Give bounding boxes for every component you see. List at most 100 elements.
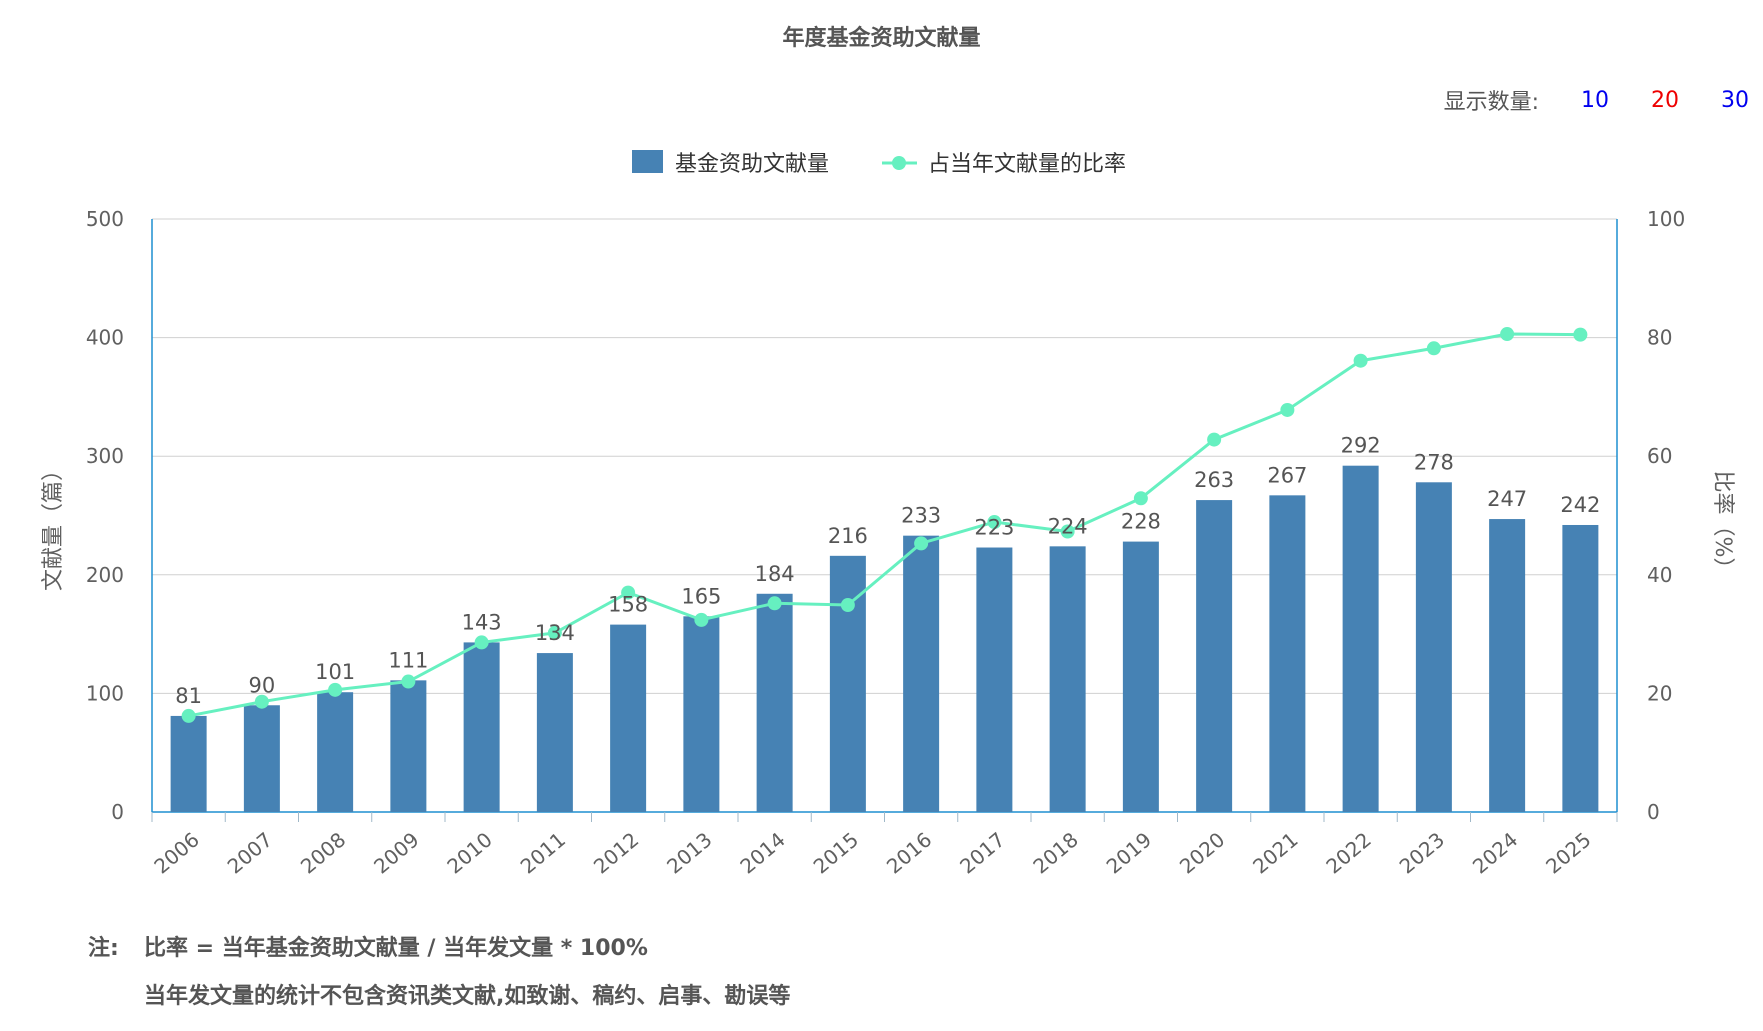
ratio-point (1353, 353, 1368, 368)
display-count-option-30[interactable]: 30 (1721, 87, 1749, 113)
y-left-tick-label: 100 (86, 681, 124, 705)
bar-data-label: 242 (1560, 493, 1600, 517)
y-axis-right-title: 比率（%） (1710, 471, 1735, 580)
ratio-point (401, 674, 416, 689)
x-tick-label: 2017 (955, 827, 1009, 878)
y-left-tick-label: 300 (86, 444, 124, 468)
legend-line-marker (892, 156, 906, 170)
x-tick-label: 2024 (1468, 827, 1522, 878)
bar (170, 715, 207, 812)
bar-data-label: 143 (462, 610, 502, 634)
y-right-tick-label: 80 (1647, 326, 1672, 350)
bar-data-label: 247 (1487, 487, 1527, 511)
footnote-line-2: 当年发文量的统计不包含资讯类文献,如致谢、稿约、启事、勘误等 (144, 984, 791, 1009)
bar-data-label: 90 (249, 673, 276, 697)
ratio-point (694, 612, 709, 627)
x-tick-label: 2025 (1541, 827, 1595, 878)
bar-data-label: 267 (1267, 463, 1307, 487)
ratio-point (914, 536, 929, 551)
bar (536, 653, 573, 812)
ratio-point (547, 625, 562, 640)
ratio-point (987, 515, 1002, 530)
bar (1122, 541, 1159, 812)
display-count-selector: 显示数量: 10 20 30 (1444, 84, 1749, 116)
y-right-tick-label: 0 (1647, 800, 1660, 824)
y-right-tick-label: 100 (1647, 207, 1685, 231)
bar-data-label: 278 (1414, 450, 1454, 474)
ratio-point (767, 596, 782, 611)
ratio-point (621, 585, 636, 600)
x-tick-label: 2018 (1028, 827, 1082, 878)
display-count-label: 显示数量: (1443, 90, 1539, 115)
bar (683, 616, 720, 812)
bar-data-label: 111 (388, 648, 428, 672)
ratio-point (1133, 491, 1148, 506)
bar (976, 547, 1013, 812)
x-tick-label: 2006 (149, 827, 203, 878)
bar-data-label: 81 (175, 684, 202, 708)
ratio-point (840, 598, 855, 613)
bar (903, 535, 940, 812)
bar (243, 705, 280, 812)
ratio-point (1207, 432, 1222, 447)
y-axis-left-title: 文献量（篇） (41, 459, 66, 591)
x-tick-label: 2023 (1395, 827, 1449, 878)
x-tick-label: 2016 (882, 827, 936, 878)
y-right-tick-label: 60 (1647, 444, 1672, 468)
y-left-tick-label: 200 (86, 563, 124, 587)
bar-data-label: 158 (608, 593, 648, 617)
footnote-line-1: 比率 = 当年基金资助文献量 / 当年发文量 * 100% (144, 936, 648, 961)
x-tick-label: 2019 (1102, 827, 1156, 878)
ratio-point (1280, 402, 1295, 417)
bar-data-label: 228 (1121, 510, 1161, 534)
legend[interactable]: 基金资助文献量 占当年文献量的比率 (632, 150, 1126, 177)
data-labels: 81 90 101 111 143 134 158 165 184 216 233 223 224 228… (175, 434, 1600, 708)
bar-data-label: 233 (901, 504, 941, 528)
x-tick-label: 2021 (1248, 827, 1302, 878)
chart-title: 年度基金资助文献量 (782, 26, 981, 51)
bar-data-label: 216 (828, 524, 868, 548)
x-tick-label: 2020 (1175, 827, 1229, 878)
x-tick-label: 2010 (442, 827, 496, 878)
display-count-option-10[interactable]: 10 (1581, 87, 1609, 113)
bar-data-label: 184 (755, 562, 795, 586)
bar (463, 642, 500, 812)
ratio-point (254, 694, 269, 709)
ratio-point (1500, 327, 1515, 342)
bar (1415, 482, 1452, 812)
bar-data-label: 134 (535, 621, 575, 645)
ratio-point (1426, 341, 1441, 356)
bar-data-label: 292 (1341, 434, 1381, 458)
legend-line-label[interactable]: 占当年文献量的比率 (928, 152, 1126, 177)
bar (1342, 465, 1379, 812)
legend-bar-label[interactable]: 基金资助文献量 (675, 152, 829, 177)
x-tick-label: 2008 (296, 827, 350, 878)
x-tick-label: 2007 (223, 827, 277, 878)
x-tick-label: 2022 (1321, 827, 1375, 878)
bar-series (170, 465, 1599, 812)
ratio-point (1060, 524, 1075, 539)
bar (1562, 524, 1599, 812)
bar (1196, 500, 1233, 812)
bar (390, 680, 427, 812)
bar-data-label: 263 (1194, 468, 1234, 492)
bar-data-label: 101 (315, 660, 355, 684)
bar-data-label: 224 (1048, 514, 1088, 538)
ratio-point (328, 682, 343, 697)
y-left-tick-label: 400 (86, 326, 124, 350)
y-left-tick-label: 500 (86, 207, 124, 231)
x-tick-label: 2012 (589, 827, 643, 878)
x-tick-label: 2011 (516, 827, 570, 878)
bar (756, 593, 793, 812)
x-tick-label: 2013 (662, 827, 716, 878)
ratio-point (1573, 327, 1588, 342)
ratio-line (188, 332, 1581, 718)
display-count-option-20[interactable]: 20 (1651, 87, 1679, 113)
footnote: 注: 比率 = 当年基金资助文献量 / 当年发文量 * 100% 当年发文量的统… (88, 925, 790, 1021)
bar (317, 692, 354, 812)
x-tick-label: 2014 (735, 827, 789, 878)
y-right-tick-label: 40 (1647, 563, 1672, 587)
bar (1489, 519, 1526, 812)
line-series (181, 327, 1588, 723)
